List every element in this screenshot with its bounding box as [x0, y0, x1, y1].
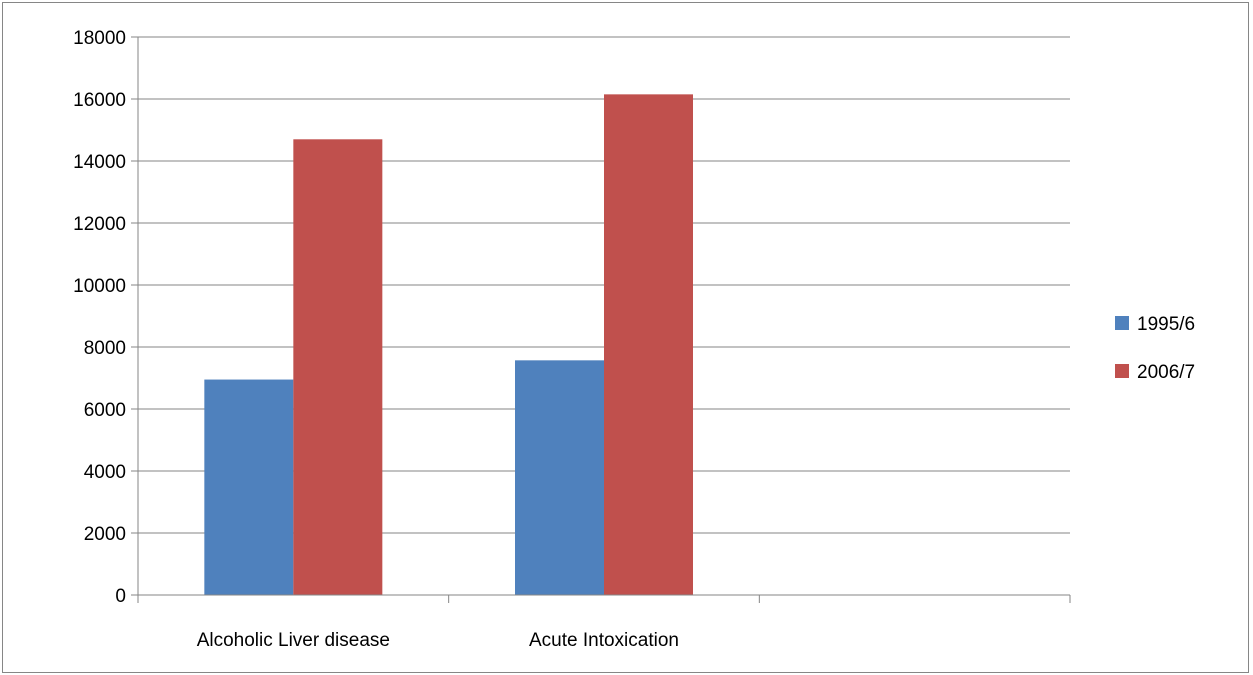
y-tick-label: 0 — [115, 586, 126, 607]
y-tick-label: 18000 — [73, 28, 126, 49]
bar-2006-7-cat-0 — [293, 139, 383, 596]
legend-swatch — [1115, 316, 1129, 330]
y-tick-label: 6000 — [84, 400, 126, 421]
bars — [204, 94, 693, 596]
bar-2006-7-cat-1 — [604, 94, 693, 595]
legend-label: 2006/7 — [1137, 362, 1195, 383]
legend-swatch — [1115, 364, 1129, 378]
y-tick-label: 8000 — [84, 338, 126, 359]
bar-chart: 0 2000 4000 6000 8000 10000 12000 14000 16000 180… — [73, 28, 1195, 651]
legend-label: 1995/6 — [1137, 314, 1195, 335]
x-category-label: Alcoholic Liver disease — [197, 630, 390, 651]
y-tick-label: 16000 — [73, 90, 126, 111]
y-tick-label: 4000 — [84, 462, 126, 483]
y-tick-label: 10000 — [73, 276, 126, 297]
x-category-label: Acute Intoxication — [529, 630, 679, 651]
x-category-labels: Alcoholic Liver disease Acute Intoxicatio… — [197, 630, 679, 651]
y-tick-label: 14000 — [73, 152, 126, 173]
y-tick-labels: 0 2000 4000 6000 8000 10000 12000 14000 16000 180… — [73, 28, 126, 607]
bar-1995-6-cat-0 — [204, 379, 294, 595]
legend: 1995/6 2006/7 — [1115, 314, 1195, 383]
y-tick-label: 12000 — [73, 214, 126, 235]
y-tick-label: 2000 — [84, 524, 126, 545]
bar-1995-6-cat-1 — [515, 360, 604, 595]
axes — [131, 36, 1071, 603]
